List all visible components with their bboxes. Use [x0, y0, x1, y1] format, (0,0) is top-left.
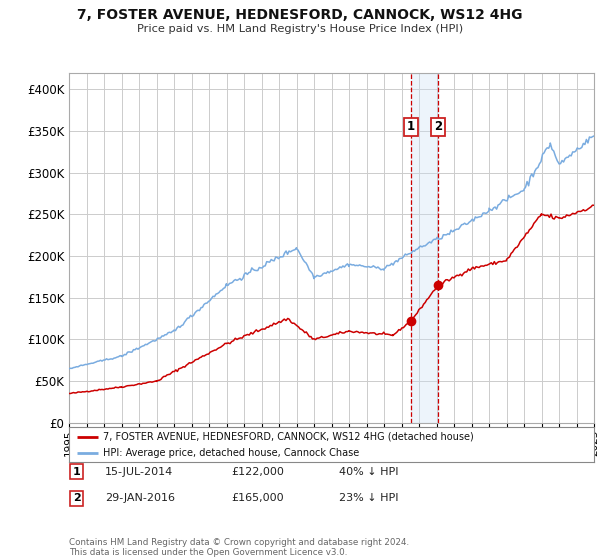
Text: 1: 1 [73, 466, 80, 477]
Text: 40% ↓ HPI: 40% ↓ HPI [339, 466, 398, 477]
Text: 2: 2 [434, 120, 442, 133]
Text: 7, FOSTER AVENUE, HEDNESFORD, CANNOCK, WS12 4HG: 7, FOSTER AVENUE, HEDNESFORD, CANNOCK, W… [77, 8, 523, 22]
Text: Price paid vs. HM Land Registry's House Price Index (HPI): Price paid vs. HM Land Registry's House … [137, 24, 463, 34]
Text: HPI: Average price, detached house, Cannock Chase: HPI: Average price, detached house, Cann… [103, 449, 359, 458]
Text: 15-JUL-2014: 15-JUL-2014 [105, 466, 173, 477]
Text: 7, FOSTER AVENUE, HEDNESFORD, CANNOCK, WS12 4HG (detached house): 7, FOSTER AVENUE, HEDNESFORD, CANNOCK, W… [103, 432, 474, 442]
Text: £165,000: £165,000 [231, 493, 284, 503]
Text: Contains HM Land Registry data © Crown copyright and database right 2024.
This d: Contains HM Land Registry data © Crown c… [69, 538, 409, 557]
Text: 2: 2 [73, 493, 80, 503]
Text: 1: 1 [407, 120, 415, 133]
Text: 29-JAN-2016: 29-JAN-2016 [105, 493, 175, 503]
Bar [411, 73, 438, 423]
Text: 23% ↓ HPI: 23% ↓ HPI [339, 493, 398, 503]
Text: £122,000: £122,000 [231, 466, 284, 477]
